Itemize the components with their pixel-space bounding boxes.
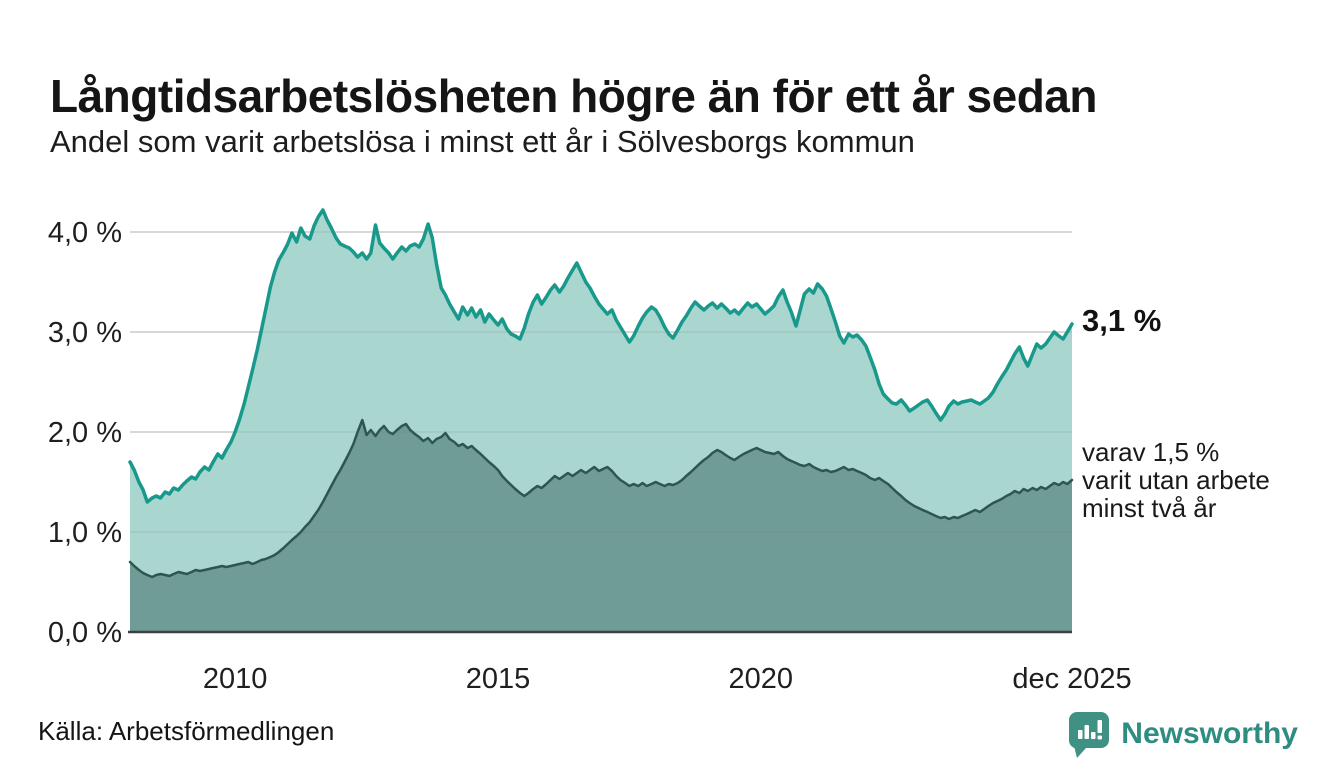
chart-subtitle: Andel som varit arbetslösa i minst ett å…	[50, 124, 915, 159]
y-tick-label: 3,0 %	[48, 317, 122, 349]
y-tick-label: 1,0 %	[48, 517, 122, 549]
newsworthy-wordmark: Newsworthy	[1121, 717, 1298, 750]
x-tick-label: 2010	[203, 663, 268, 695]
y-tick-label: 2,0 %	[48, 417, 122, 449]
series-line-1	[128, 418, 1074, 579]
y-tick-label: 0,0 %	[48, 617, 122, 649]
secondary-series-label: varav 1,5 % varit utan arbete minst två …	[1082, 437, 1270, 523]
series-line-0	[128, 208, 1074, 504]
x-tick-label: dec 2025	[1012, 663, 1131, 695]
newsworthy-bubble-icon	[1069, 712, 1110, 758]
page-title: Långtidsarbetslösheten högre än för ett …	[50, 69, 1097, 122]
x-tick-label: 2020	[729, 663, 794, 695]
source-attribution: Källa: Arbetsförmedlingen	[38, 716, 335, 746]
series-area-1	[130, 420, 1072, 632]
y-tick-label: 4,0 %	[48, 217, 122, 249]
newsworthy-logo: Newsworthy	[1067, 710, 1298, 758]
unemployment-area-chart: 4,0 % 3,0 % 2,0 % 1,0 % 0,0 % 2010 2015 2020 dec…	[48, 208, 1132, 695]
x-tick-label: 2015	[466, 663, 531, 695]
latest-value-label: 3,1 %	[1082, 303, 1162, 338]
